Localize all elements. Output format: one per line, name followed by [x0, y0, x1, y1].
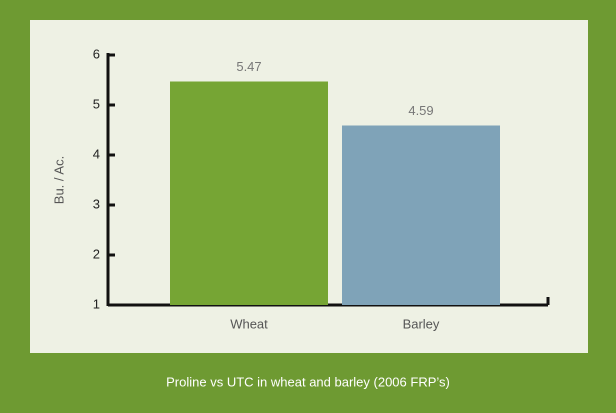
y-tick-label: 6	[93, 46, 100, 61]
x-tick-label: Wheat	[230, 316, 268, 331]
y-tick-label: 4	[93, 146, 100, 161]
caption: Proline vs UTC in wheat and barley (2006…	[166, 374, 450, 389]
y-tick-label: 1	[93, 296, 100, 311]
x-tick-label: Barley	[403, 316, 440, 331]
y-axis-label: Bu. / Ac.	[51, 156, 66, 204]
y-tick-label: 2	[93, 246, 100, 261]
y-tick-label: 5	[93, 96, 100, 111]
bar	[342, 125, 500, 305]
value-label: 4.59	[408, 103, 433, 118]
value-label: 5.47	[236, 59, 261, 74]
y-tick-label: 3	[93, 196, 100, 211]
bar	[170, 81, 328, 305]
